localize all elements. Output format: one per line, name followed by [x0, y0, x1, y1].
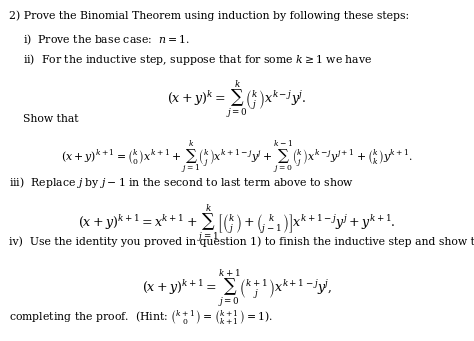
Text: completing the proof.  (Hint: $\binom{k+1}{0} = \binom{k+1}{k+1} = 1$).: completing the proof. (Hint: $\binom{k+1… — [9, 309, 273, 327]
Text: 2) Prove the Binomial Theorem using induction by following these steps:: 2) Prove the Binomial Theorem using indu… — [9, 11, 409, 21]
Text: $(x + y)^{k+1} = x^{k+1} + \sum_{j=1}^{k}\left[\binom{k}{j} + \binom{k}{j-1}\rig: $(x + y)^{k+1} = x^{k+1} + \sum_{j=1}^{k… — [78, 203, 396, 244]
Text: iii)  Replace $j$ by $j - 1$ in the second to last term above to show: iii) Replace $j$ by $j - 1$ in the secon… — [9, 175, 354, 190]
Text: iv)  Use the identity you proved in question 1) to finish the inductive step and: iv) Use the identity you proved in quest… — [9, 236, 474, 247]
Text: Show that: Show that — [23, 114, 78, 124]
Text: i)  Prove the base case:  $n = 1$.: i) Prove the base case: $n = 1$. — [23, 32, 190, 47]
Text: $(x + y)^{k+1} = \sum_{j=0}^{k+1} \binom{k+1}{j} x^{k+1-j}y^j,$: $(x + y)^{k+1} = \sum_{j=0}^{k+1} \binom… — [142, 268, 332, 309]
Text: ii)  For the inductive step, suppose that for some $k \geq 1$ we have: ii) For the inductive step, suppose that… — [23, 52, 372, 67]
Text: $(x+y)^{k+1} = \binom{k}{0}x^{k+1} + \sum_{j=1}^{k}\binom{k}{j}x^{k+1-j}y^j + \s: $(x+y)^{k+1} = \binom{k}{0}x^{k+1} + \su… — [61, 139, 413, 176]
Text: $(x + y)^k = \sum_{j=0}^{k} \binom{k}{j} x^{k-j}y^j.$: $(x + y)^k = \sum_{j=0}^{k} \binom{k}{j}… — [167, 78, 307, 120]
